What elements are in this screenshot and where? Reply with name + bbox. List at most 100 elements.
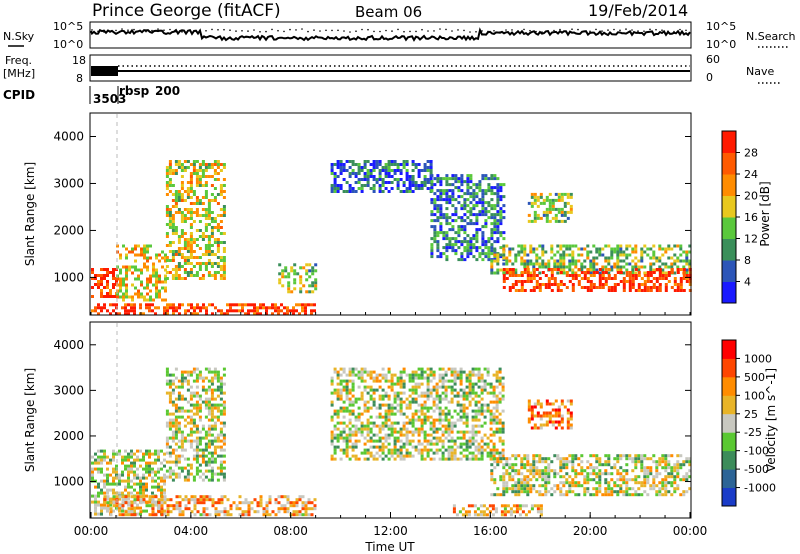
data-cell [187,498,191,502]
data-cell [420,430,424,434]
data-cell [94,461,97,465]
data-cell [390,385,394,389]
data-cell [495,415,499,419]
data-cell [180,373,184,377]
data-cell [402,427,406,431]
data-cell [523,484,527,488]
data-cell [538,283,542,286]
data-cell [529,280,533,283]
data-cell [195,211,199,214]
data-cell [634,250,638,254]
data-cell [499,457,503,461]
data-cell [216,466,220,470]
data-cell [426,181,430,184]
data-cell [348,166,352,169]
data-cell [493,231,497,235]
data-cell [298,510,302,514]
data-cell [442,189,446,193]
data-cell [375,376,379,380]
data-cell [195,469,199,473]
data-cell [535,286,539,289]
data-cell [508,457,512,461]
data-cell [174,190,178,193]
data-cell [216,445,220,449]
data-cell [183,475,187,479]
data-cell [444,379,448,383]
data-cell [219,412,223,416]
data-cell [676,244,680,248]
data-cell [339,406,343,410]
data-cell [384,379,388,383]
data-cell [447,439,451,443]
colorbar-segment [722,217,736,239]
data-cell [112,488,115,492]
data-cell [351,370,355,374]
data-cell [345,445,349,449]
data-cell [598,271,602,275]
data-cell [658,286,662,289]
data-cell [336,445,340,449]
data-cell [307,507,311,511]
data-cell [494,507,498,511]
data-cell [97,461,100,465]
data-cell [472,213,476,217]
data-cell [115,504,119,508]
data-cell [213,163,217,166]
data-cell [151,485,154,489]
data-cell [137,289,140,293]
data-cell [532,274,536,277]
data-cell [432,370,436,374]
data-cell [489,400,493,404]
data-cell [562,262,566,266]
data-cell [560,192,564,196]
data-cell [637,457,641,461]
data-cell [610,250,614,254]
data-cell [429,160,433,163]
data-cell [390,388,394,392]
data-cell [189,430,193,434]
data-cell [396,382,400,386]
data-cell [180,229,184,232]
data-cell [480,457,484,461]
data-cell [165,232,169,235]
data-cell [330,163,334,166]
data-cell [517,250,521,254]
data-cell [91,455,94,459]
data-cell [160,449,163,453]
data-cell [481,240,485,244]
data-cell [154,470,157,474]
data-cell [186,211,190,214]
data-cell [174,454,178,458]
data-cell [414,385,418,389]
data-cell [664,490,668,494]
data-cell [169,498,173,502]
data-cell [204,196,208,199]
data-cell [402,367,406,371]
data-cell [664,454,668,458]
data-cell [472,189,476,193]
data-cell [673,253,677,257]
data-cell [462,397,466,401]
data-cell [186,181,190,184]
data-cell [222,190,226,193]
data-cell [544,493,548,497]
data-cell [539,201,543,205]
data-cell [571,469,575,473]
data-cell [330,457,334,461]
data-cell [432,376,436,380]
data-cell [174,397,178,401]
data-cell [544,283,548,286]
data-cell [219,388,223,392]
data-cell [402,457,406,461]
data-cell [574,472,578,476]
data-cell [220,495,224,499]
data-cell [577,268,581,271]
data-cell [414,448,418,452]
data-cell [183,448,187,452]
data-cell [375,181,379,184]
data-cell [348,397,352,401]
data-cell [619,454,623,458]
data-cell [342,451,346,455]
data-cell [369,451,373,455]
data-cell [271,312,274,316]
